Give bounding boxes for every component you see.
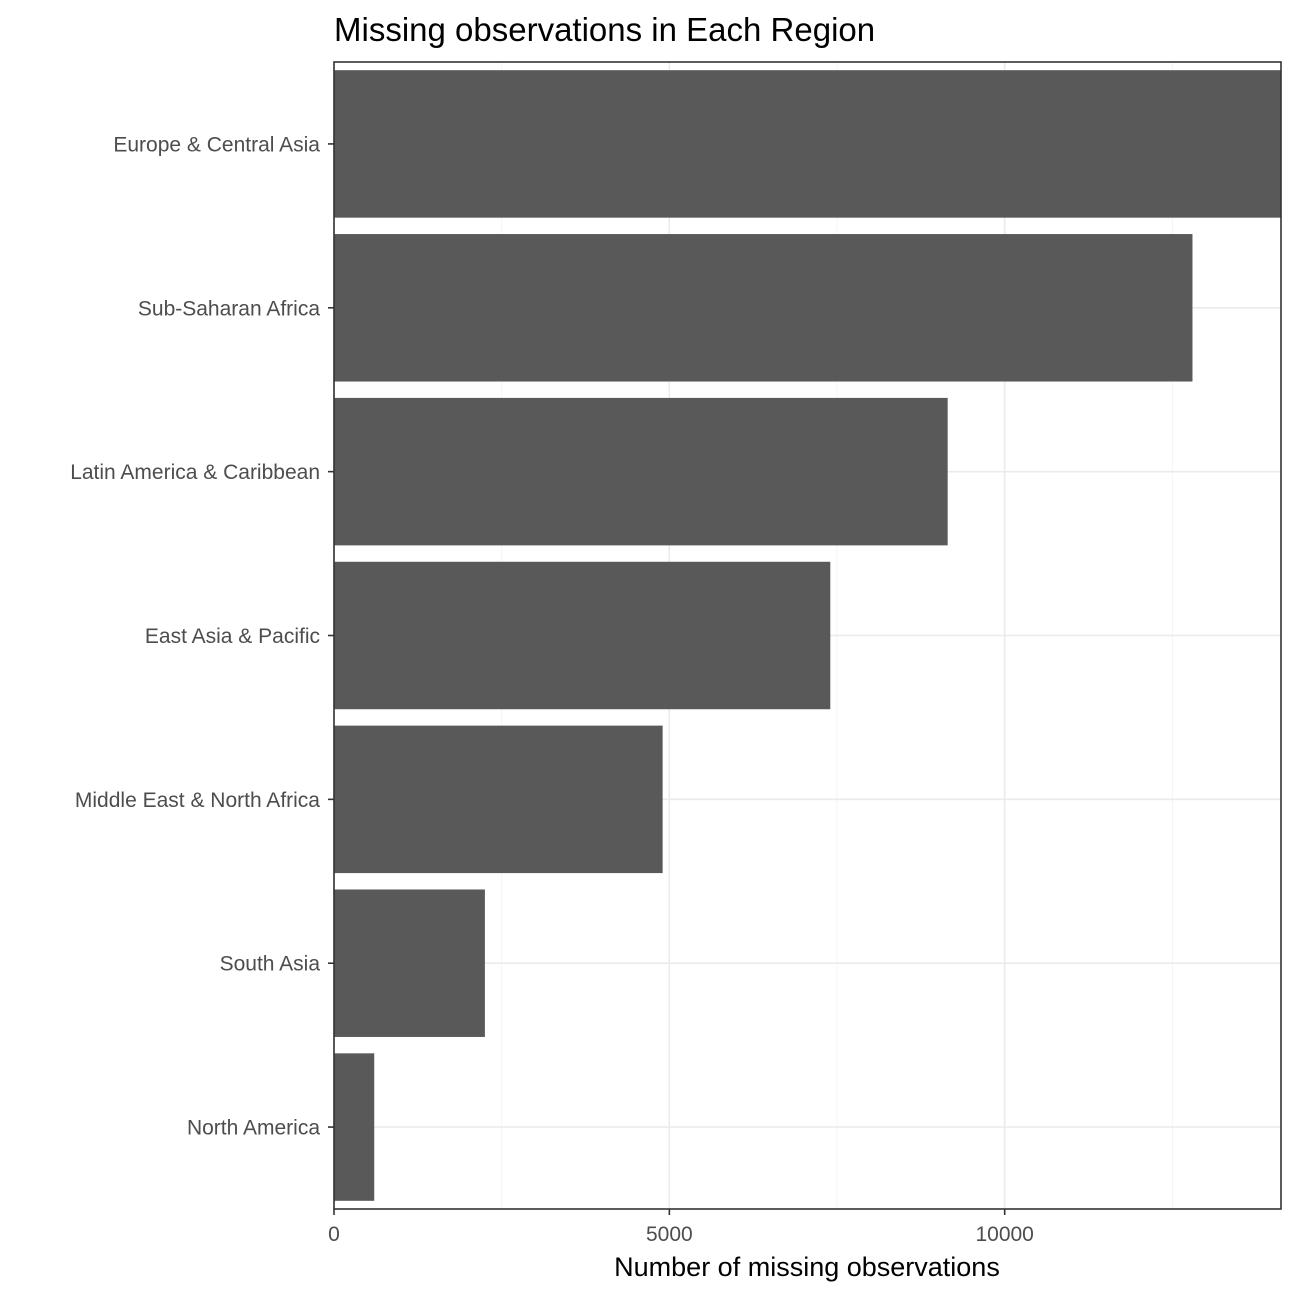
y-tick-label: Middle East & North Africa [75,789,320,812]
x-tick-label: 10000 [975,1223,1033,1246]
bar-middle-east-north-africa [334,725,663,874]
y-tick-label: East Asia & Pacific [145,625,320,648]
bar-south-asia [334,889,485,1037]
bar-latin-america-caribbean [334,397,948,546]
x-tick-label: 0 [328,1223,340,1246]
y-tick-label: Latin America & Caribbean [70,461,320,484]
bars [334,70,1281,1201]
y-axis: Europe & Central Asia Sub-Saharan Africa L… [70,133,334,1140]
bar-europe-central-asia [334,70,1281,218]
x-axis-title: Number of missing observations [614,1252,1000,1282]
bar-east-asia-pacific [334,561,831,710]
bar-sub-saharan-africa [334,234,1193,382]
y-tick-label: North America [187,1117,320,1140]
x-tick-label: 5000 [646,1223,693,1246]
y-tick-label: South Asia [220,953,321,976]
y-tick-label: Europe & Central Asia [113,133,320,156]
y-tick-label: Sub-Saharan Africa [138,297,320,320]
chart-title: Missing observations in Each Region [334,11,875,48]
x-axis: 0 5000 10000 [328,1209,1034,1246]
bar-north-america [334,1053,375,1201]
